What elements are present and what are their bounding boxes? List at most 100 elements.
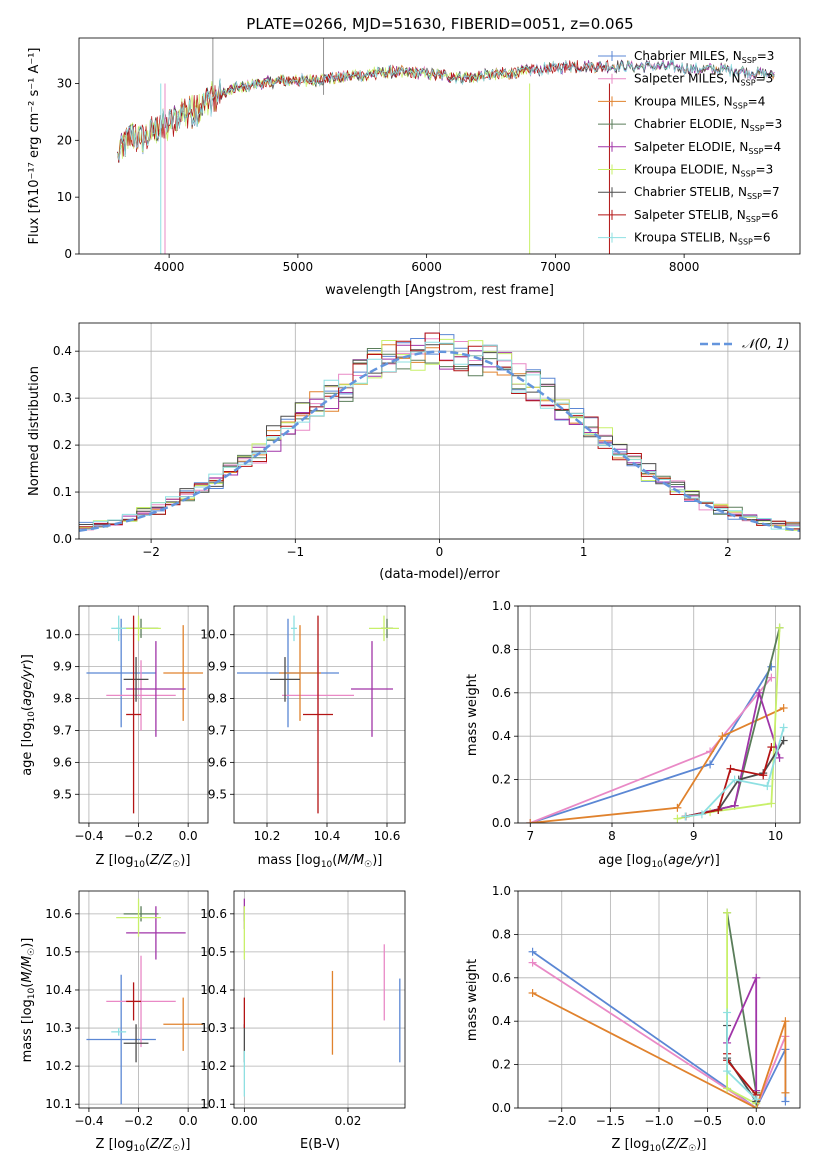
y-tick-label: 10.5: [45, 945, 72, 959]
y-tick-label: 10.1: [45, 1097, 72, 1111]
y-axis-label: Flux [fλ10⁻¹⁷ erg cm⁻² s⁻¹ A⁻¹]: [27, 48, 42, 245]
figure-title: PLATE=0266, MJD=51630, FIBERID=0051, z=0…: [246, 15, 633, 33]
legend-eq: =3: [757, 49, 775, 63]
y-tick-label: 0.4: [492, 729, 511, 743]
y-tick-label: 0.4: [492, 1014, 511, 1028]
x-tick-label: 4000: [154, 260, 185, 274]
y-axis-label: mass weight: [465, 959, 480, 1041]
legend-text: Salpeter MILES, N: [634, 72, 741, 86]
x-axis-label: mass [log10(M/M☉)]: [258, 853, 383, 870]
legend-text: Salpeter STELIB, N: [634, 208, 746, 222]
y-tick-label: 0: [64, 247, 72, 261]
mass_vs_Z-plot: [86, 898, 204, 1105]
label-part: mass [log: [20, 999, 35, 1062]
y-tick-label: 0.4: [53, 344, 72, 358]
normal-curve: [79, 350, 800, 533]
y-tick-label: 0.3: [53, 391, 72, 405]
label-part: ☉: [172, 860, 180, 870]
y-tick-label: 9.7: [53, 723, 72, 737]
legend-eq: =4: [748, 94, 766, 108]
legend-eq: =6: [761, 208, 779, 222]
age_vs_mass-axes: 10.2 10.4 10.6 9.5 9.6 9.7 9.8 9.9 10.0 mass [log…: [200, 605, 406, 870]
x-tick-label: −0.4: [74, 829, 103, 843]
axes-frame: [233, 605, 406, 824]
axes-frame: [517, 605, 801, 824]
series-line: [532, 992, 787, 1108]
series-line: [530, 707, 785, 823]
legend-text: Chabrier ELODIE, N: [634, 117, 750, 131]
histogram-step: [79, 332, 800, 530]
label-part: )]: [20, 654, 35, 664]
x-tick-label: 10.4: [314, 829, 341, 843]
legend-text: Salpeter ELODIE, N: [634, 140, 748, 154]
legend-label: Kroupa MILES, NSSP=4: [634, 94, 765, 110]
label-part: )]: [180, 1137, 190, 1152]
y-tick-label: 10.4: [45, 983, 72, 997]
series-line: [726, 912, 758, 1102]
x-tick-label: −2.0: [547, 1114, 576, 1128]
legend-label: Chabrier MILES, NSSP=3: [634, 49, 774, 65]
label-part: ☉: [688, 1144, 696, 1154]
label-part: 10: [133, 1144, 145, 1154]
label-part: ☉: [172, 1144, 180, 1154]
label-part: Z [log: [96, 1137, 134, 1152]
y-axis-label: age [log10(age/yr)]: [20, 654, 37, 776]
x-axis-label: E(B-V): [300, 1137, 340, 1152]
x-tick-label: 0.0: [747, 1114, 766, 1128]
x-tick-label: 7: [526, 829, 534, 843]
series-line: [726, 1012, 757, 1100]
y-tick-label: 10.6: [45, 907, 72, 921]
age_vs_Z-axes: −0.4 −0.2 0.09.59.69.79.89.910.0Z [log10(Z…: [20, 605, 209, 870]
legend-sub: SSP: [747, 192, 762, 201]
spectrum-line: [117, 58, 775, 161]
legend-label: Salpeter ELODIE, NSSP=4: [634, 140, 781, 156]
legend-label: Kroupa ELODIE, NSSP=3: [634, 163, 773, 179]
y-tick-label: 10.5: [200, 945, 227, 959]
legend-text: Kroupa MILES, N: [634, 94, 733, 108]
y-tick-label: 1.0: [492, 884, 511, 898]
y-tick-label: 0.1: [53, 485, 72, 499]
y-tick-label: 20: [57, 133, 72, 147]
legend-sub: SSP: [741, 170, 756, 179]
legend-label: Salpeter MILES, NSSP=3: [634, 72, 773, 88]
y-axis-label: mass weight: [465, 674, 480, 756]
y-tick-label: 10.3: [45, 1021, 72, 1035]
legend-eq: =4: [763, 140, 781, 154]
label-part: 10: [651, 860, 663, 870]
age_vs_mass-plot: [237, 615, 399, 814]
label-part: M/M: [20, 956, 35, 983]
axes-frame: [233, 890, 406, 1109]
y-tick-label: 0.8: [492, 927, 511, 941]
x-tick-label: 9: [690, 829, 698, 843]
label-part: Z [log: [612, 1137, 650, 1152]
mass_vs_EBV-axes: 0.00 0.02 10.1 10.2 10.3 10.4 10.5 10.6 E(B-V): [200, 890, 406, 1152]
x-axis-label: Z [log10(Z/Z☉)]: [612, 1137, 707, 1154]
x-tick-label: −0.2: [124, 829, 153, 843]
label-part: (: [145, 853, 150, 868]
age_vs_Z-plot: [86, 615, 204, 814]
legend-label: Kroupa STELIB, NSSP=6: [634, 231, 771, 247]
x-tick-label: 10.6: [374, 829, 401, 843]
spectrum-axes: 4000 5000 6000 7000 8000 0 10 20 30 wavelength [A…: [27, 37, 801, 298]
label-part: age/yr: [20, 663, 35, 706]
legend-eq: =3: [756, 72, 774, 86]
y-tick-label: 10.0: [45, 628, 72, 642]
x-tick-label: 0.0: [179, 1114, 198, 1128]
label-part: (: [20, 706, 35, 711]
x-tick-label: −0.4: [74, 1114, 103, 1128]
series-line: [677, 627, 781, 820]
x-tick-label: −0.2: [124, 1114, 153, 1128]
x-tick-label: 0.00: [231, 1114, 258, 1128]
label-part: )]: [710, 853, 720, 868]
x-tick-label: 0: [436, 545, 444, 559]
y-tick-label: 9.5: [53, 787, 72, 801]
axes-frame: [78, 605, 209, 824]
label-part: mass [log: [258, 853, 321, 868]
y-tick-label: 9.9: [208, 660, 227, 674]
label-part: Z [log: [96, 853, 134, 868]
axes-frame: [517, 890, 801, 1109]
spectrum-plot: [117, 38, 775, 254]
label-part: age [log: [598, 853, 651, 868]
